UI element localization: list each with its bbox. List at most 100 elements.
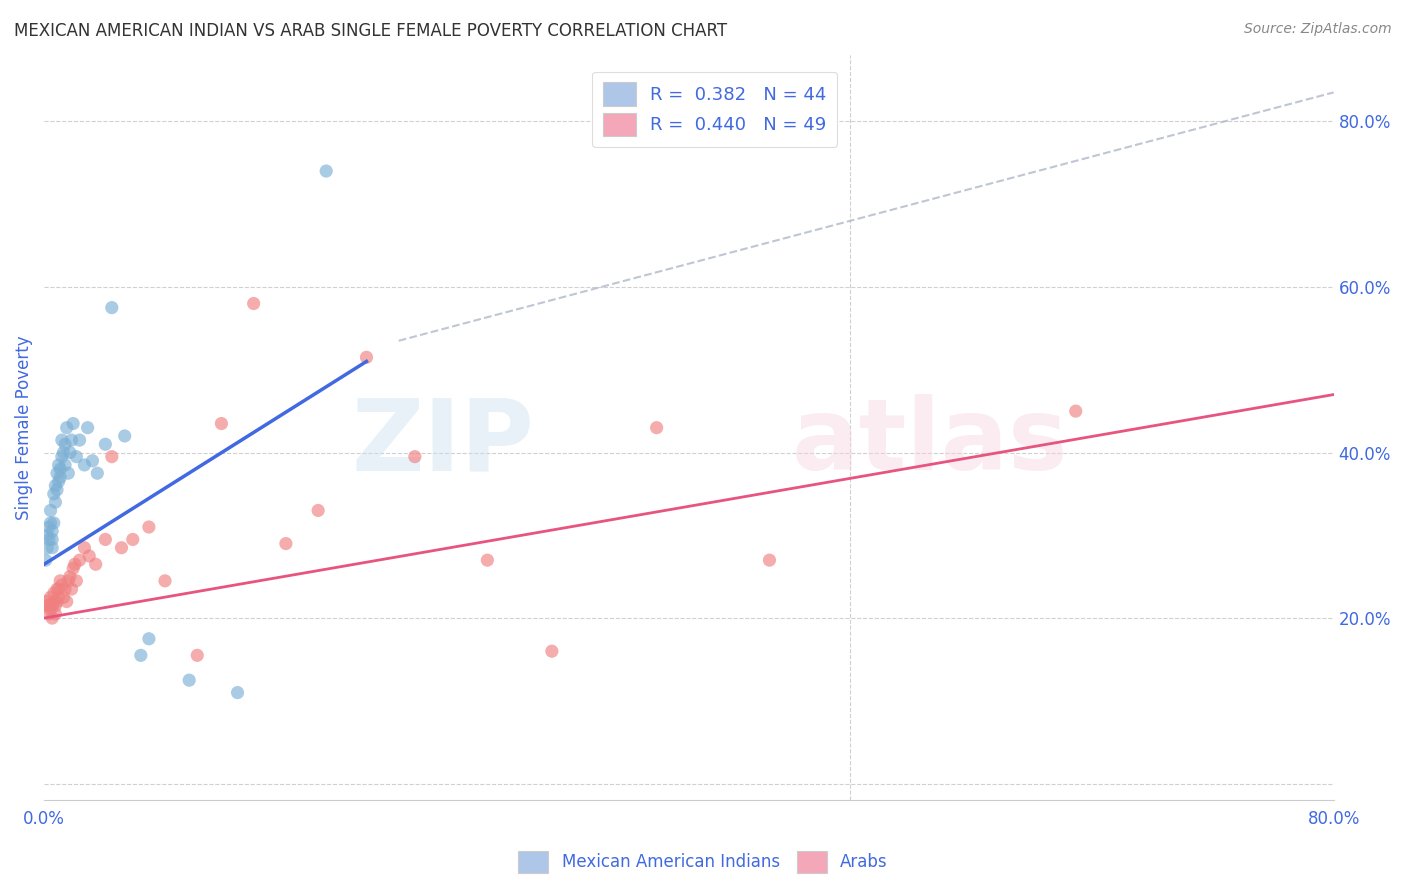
Point — [541, 644, 564, 658]
Point — [42, 586, 65, 600]
Text: atlas: atlas — [792, 394, 1069, 491]
Point — [307, 503, 329, 517]
Point — [44, 607, 66, 621]
Point — [121, 533, 143, 547]
Point — [44, 599, 66, 613]
Point — [315, 164, 337, 178]
Point — [84, 558, 107, 572]
Point — [35, 553, 58, 567]
Point — [59, 445, 82, 459]
Point — [49, 462, 72, 476]
Point — [42, 487, 65, 501]
Point — [39, 516, 62, 530]
Point — [44, 495, 66, 509]
Point — [138, 632, 160, 646]
Point — [38, 599, 60, 613]
Text: MEXICAN AMERICAN INDIAN VS ARAB SINGLE FEMALE POVERTY CORRELATION CHART: MEXICAN AMERICAN INDIAN VS ARAB SINGLE F… — [14, 22, 727, 40]
Point — [37, 541, 59, 555]
Point — [404, 450, 426, 464]
Point — [477, 553, 499, 567]
Point — [94, 533, 117, 547]
Point — [58, 467, 80, 481]
Point — [38, 607, 60, 621]
Point — [53, 458, 76, 472]
Point — [73, 458, 96, 472]
Point — [51, 450, 73, 464]
Point — [46, 582, 69, 596]
Point — [39, 503, 62, 517]
Point — [51, 433, 73, 447]
Point — [53, 437, 76, 451]
Point — [129, 648, 152, 663]
Point — [114, 429, 136, 443]
Point — [55, 420, 77, 434]
Point — [38, 533, 60, 547]
Point — [209, 417, 232, 431]
Text: ZIP: ZIP — [352, 394, 534, 491]
Point — [138, 520, 160, 534]
Point — [63, 558, 86, 572]
Point — [35, 594, 58, 608]
Point — [69, 553, 91, 567]
Point — [86, 467, 108, 481]
Point — [60, 582, 83, 596]
Point — [41, 541, 63, 555]
Point — [153, 574, 176, 588]
Point — [73, 541, 96, 555]
Point — [758, 553, 780, 567]
Point — [55, 594, 77, 608]
Point — [356, 351, 378, 365]
Point — [46, 483, 69, 497]
Point — [39, 591, 62, 605]
Point — [226, 685, 249, 699]
Point — [242, 296, 264, 310]
Point — [65, 450, 87, 464]
Point — [41, 533, 63, 547]
Point — [94, 437, 117, 451]
Point — [101, 301, 124, 315]
Point — [51, 578, 73, 592]
Point — [48, 458, 70, 472]
Point — [49, 574, 72, 588]
Point — [60, 433, 83, 447]
Legend: R =  0.382   N = 44, R =  0.440   N = 49: R = 0.382 N = 44, R = 0.440 N = 49 — [592, 71, 837, 147]
Point — [46, 467, 69, 481]
Point — [52, 445, 75, 459]
Point — [49, 470, 72, 484]
Point — [65, 574, 87, 588]
Point — [77, 549, 100, 563]
Point — [46, 594, 69, 608]
Point — [41, 524, 63, 538]
Point — [44, 478, 66, 492]
Y-axis label: Single Female Poverty: Single Female Poverty — [15, 335, 32, 520]
Point — [110, 541, 132, 555]
Point — [58, 574, 80, 588]
Point — [645, 420, 668, 434]
Point — [53, 582, 76, 596]
Point — [48, 582, 70, 596]
Point — [37, 528, 59, 542]
Point — [48, 475, 70, 489]
Point — [52, 591, 75, 605]
Text: Source: ZipAtlas.com: Source: ZipAtlas.com — [1244, 22, 1392, 37]
Point — [179, 673, 201, 688]
Point — [62, 417, 84, 431]
Point — [62, 561, 84, 575]
Legend: Mexican American Indians, Arabs: Mexican American Indians, Arabs — [512, 845, 894, 880]
Point — [38, 520, 60, 534]
Point — [101, 450, 124, 464]
Point — [42, 516, 65, 530]
Point — [48, 591, 70, 605]
Point — [41, 611, 63, 625]
Point — [76, 420, 98, 434]
Point — [37, 599, 59, 613]
Point — [1064, 404, 1087, 418]
Point — [59, 570, 82, 584]
Point — [186, 648, 208, 663]
Point — [274, 536, 297, 550]
Point — [69, 433, 91, 447]
Point — [39, 603, 62, 617]
Point — [42, 594, 65, 608]
Point — [82, 454, 104, 468]
Point — [41, 599, 63, 613]
